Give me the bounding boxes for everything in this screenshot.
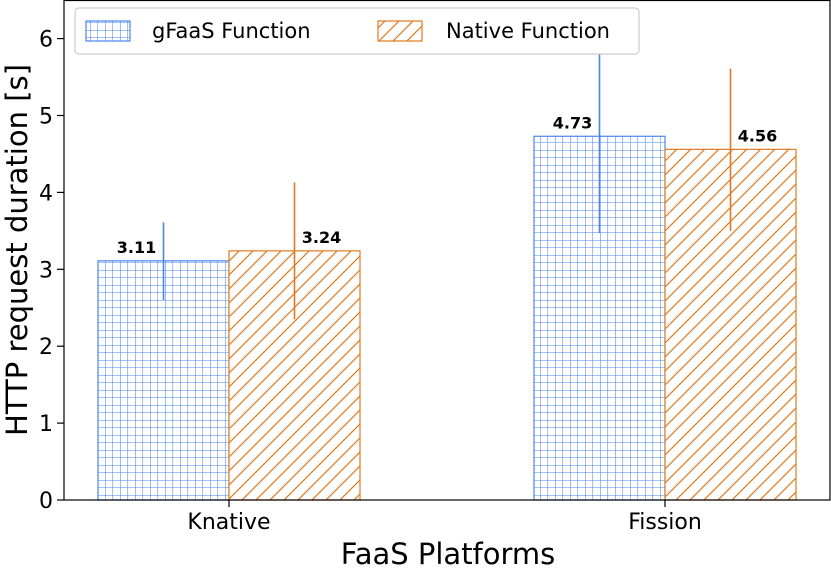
data-label: 3.11 — [117, 238, 156, 257]
legend: gFaaS Function Native Function — [74, 7, 640, 55]
y-tick-label: 2 — [39, 335, 53, 360]
x-tick-label: Fission — [628, 510, 702, 535]
data-labels-group: 3.11 4.73 3.24 4.56 — [117, 113, 777, 257]
y-tick-label: 0 — [39, 489, 53, 514]
plot-frame — [63, 0, 831, 501]
data-label: 4.73 — [553, 113, 592, 132]
legend-label-native: Native Function — [446, 19, 610, 43]
y-tick-label: 1 — [39, 412, 53, 437]
y-axis-label: HTTP request duration [s] — [0, 64, 34, 436]
legend-frame — [74, 7, 640, 55]
x-axis-label: FaaS Platforms — [341, 537, 556, 571]
data-label: 3.24 — [302, 228, 341, 247]
data-label: 4.56 — [738, 126, 777, 145]
y-axis-ticks: 0 1 2 3 4 5 6 — [39, 28, 64, 514]
legend-swatch-native — [377, 20, 423, 42]
y-tick-label: 6 — [39, 28, 53, 53]
x-tick-label: Knative — [187, 510, 270, 535]
bar-gfaas-knative — [97, 260, 230, 501]
legend-swatch-gfaas — [85, 20, 131, 42]
y-tick-label: 4 — [39, 181, 53, 206]
x-axis-ticks: Knative Fission — [187, 500, 702, 535]
legend-label-gfaas: gFaaS Function — [152, 19, 311, 43]
error-bars-group — [162, 39, 732, 320]
y-tick-label: 3 — [39, 258, 53, 283]
y-tick-label: 5 — [39, 105, 53, 130]
bars-group — [97, 135, 797, 501]
